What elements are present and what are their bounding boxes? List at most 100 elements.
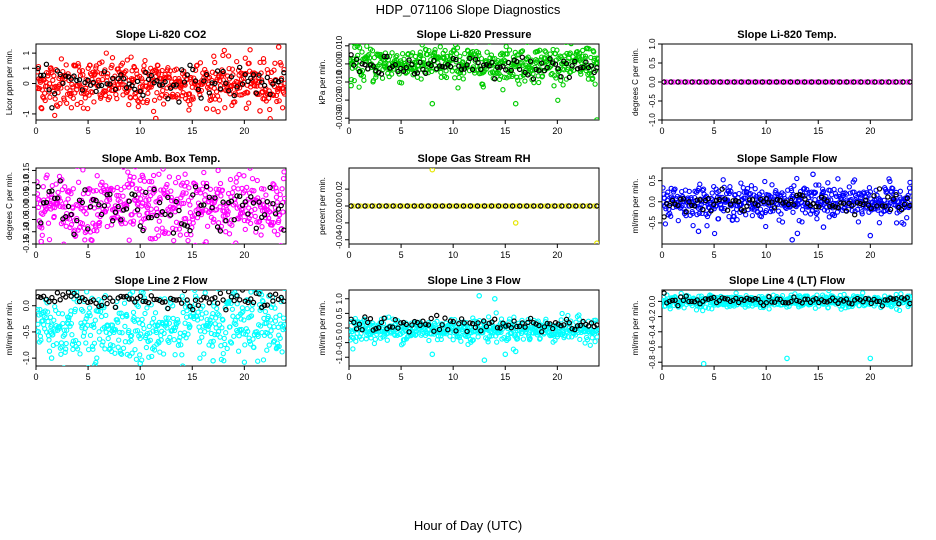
data-point-secondary bbox=[547, 321, 553, 327]
data-point-secondary bbox=[771, 299, 778, 305]
data-point bbox=[453, 51, 460, 57]
data-point bbox=[175, 342, 182, 348]
data-point bbox=[186, 107, 192, 113]
data-point bbox=[78, 279, 82, 283]
data-point bbox=[217, 334, 223, 340]
data-point-secondary bbox=[46, 188, 52, 195]
data-point bbox=[114, 184, 120, 191]
x-tick-label: 10 bbox=[761, 372, 771, 382]
data-point-secondary bbox=[192, 78, 199, 84]
data-point bbox=[106, 94, 113, 100]
data-point bbox=[566, 334, 572, 340]
data-point bbox=[105, 335, 111, 342]
data-point bbox=[133, 168, 138, 170]
x-tick-label: 5 bbox=[86, 372, 91, 382]
data-point-secondary bbox=[395, 325, 401, 331]
data-point bbox=[202, 124, 206, 128]
data-point bbox=[749, 212, 756, 219]
data-point bbox=[200, 180, 206, 186]
data-point-secondary bbox=[423, 321, 429, 327]
data-point-secondary bbox=[763, 195, 770, 202]
data-point-secondary bbox=[858, 79, 864, 85]
data-point-secondary bbox=[420, 66, 426, 73]
x-tick-label: 0 bbox=[346, 372, 351, 382]
data-point-secondary bbox=[904, 195, 910, 201]
data-point bbox=[279, 349, 285, 355]
data-point-secondary bbox=[865, 79, 871, 85]
data-point-secondary bbox=[181, 222, 188, 228]
data-point-secondary bbox=[703, 79, 709, 85]
data-point-secondary bbox=[744, 295, 750, 301]
data-point-secondary bbox=[126, 296, 132, 302]
data-point-secondary bbox=[863, 197, 869, 203]
data-point bbox=[92, 317, 98, 323]
data-point bbox=[159, 211, 165, 217]
data-point bbox=[876, 195, 882, 202]
data-point bbox=[124, 202, 130, 209]
y-tick-label: -0.4 bbox=[648, 324, 657, 338]
data-point-secondary bbox=[414, 70, 421, 76]
data-point bbox=[86, 365, 91, 366]
data-point bbox=[208, 339, 214, 345]
outlier-point bbox=[210, 357, 216, 364]
data-point bbox=[147, 337, 153, 343]
data-point bbox=[194, 62, 200, 68]
data-point bbox=[591, 55, 598, 62]
data-point bbox=[77, 248, 81, 252]
data-point bbox=[849, 207, 855, 214]
data-point bbox=[217, 180, 224, 187]
x-tick-label: 20 bbox=[865, 126, 875, 136]
data-point bbox=[208, 330, 215, 337]
data-point-secondary bbox=[107, 81, 113, 87]
x-tick-label: 5 bbox=[399, 250, 404, 260]
data-point bbox=[102, 209, 109, 215]
data-point bbox=[399, 51, 406, 57]
outlier-point bbox=[789, 237, 796, 243]
data-point-secondary bbox=[192, 184, 199, 190]
data-point bbox=[586, 46, 592, 52]
data-point bbox=[864, 190, 870, 196]
data-point-secondary bbox=[432, 203, 439, 209]
panel-title: Slope Li-820 Pressure bbox=[417, 29, 532, 41]
data-point-secondary bbox=[874, 203, 880, 209]
points-layer bbox=[349, 44, 599, 120]
data-point bbox=[69, 341, 76, 347]
data-point bbox=[204, 223, 211, 229]
data-point-secondary bbox=[559, 203, 565, 209]
data-point-secondary bbox=[863, 295, 869, 302]
data-point-secondary bbox=[475, 320, 481, 326]
data-point-secondary bbox=[788, 298, 794, 305]
data-point-secondary bbox=[148, 293, 154, 299]
data-point bbox=[94, 228, 100, 234]
data-point bbox=[93, 63, 99, 69]
data-point-secondary bbox=[464, 62, 470, 68]
data-point-secondary bbox=[261, 82, 268, 89]
data-point bbox=[42, 207, 49, 213]
x-tick-label: 0 bbox=[33, 126, 38, 136]
data-point bbox=[65, 196, 71, 202]
data-point-secondary bbox=[256, 72, 262, 78]
data-point-secondary bbox=[43, 199, 50, 206]
data-point bbox=[98, 313, 105, 320]
data-point bbox=[758, 213, 765, 220]
data-point-secondary bbox=[587, 203, 593, 209]
data-point bbox=[262, 308, 269, 315]
x-tick-label: 20 bbox=[865, 372, 875, 382]
data-point bbox=[441, 203, 447, 209]
data-point-secondary bbox=[431, 57, 437, 64]
data-point bbox=[278, 62, 284, 68]
data-point bbox=[775, 79, 781, 85]
data-point-secondary bbox=[580, 318, 586, 325]
data-point-secondary bbox=[777, 197, 783, 203]
data-point-secondary bbox=[176, 207, 182, 214]
data-point bbox=[835, 176, 841, 182]
data-point-secondary bbox=[206, 90, 212, 96]
y-tick-label: 1 bbox=[22, 50, 31, 55]
data-point-secondary bbox=[187, 303, 193, 309]
data-point bbox=[253, 290, 259, 293]
data-point bbox=[258, 232, 264, 238]
data-point bbox=[68, 105, 75, 111]
data-point-secondary bbox=[563, 60, 570, 67]
data-point-secondary bbox=[745, 79, 752, 85]
data-point-secondary bbox=[362, 203, 368, 209]
